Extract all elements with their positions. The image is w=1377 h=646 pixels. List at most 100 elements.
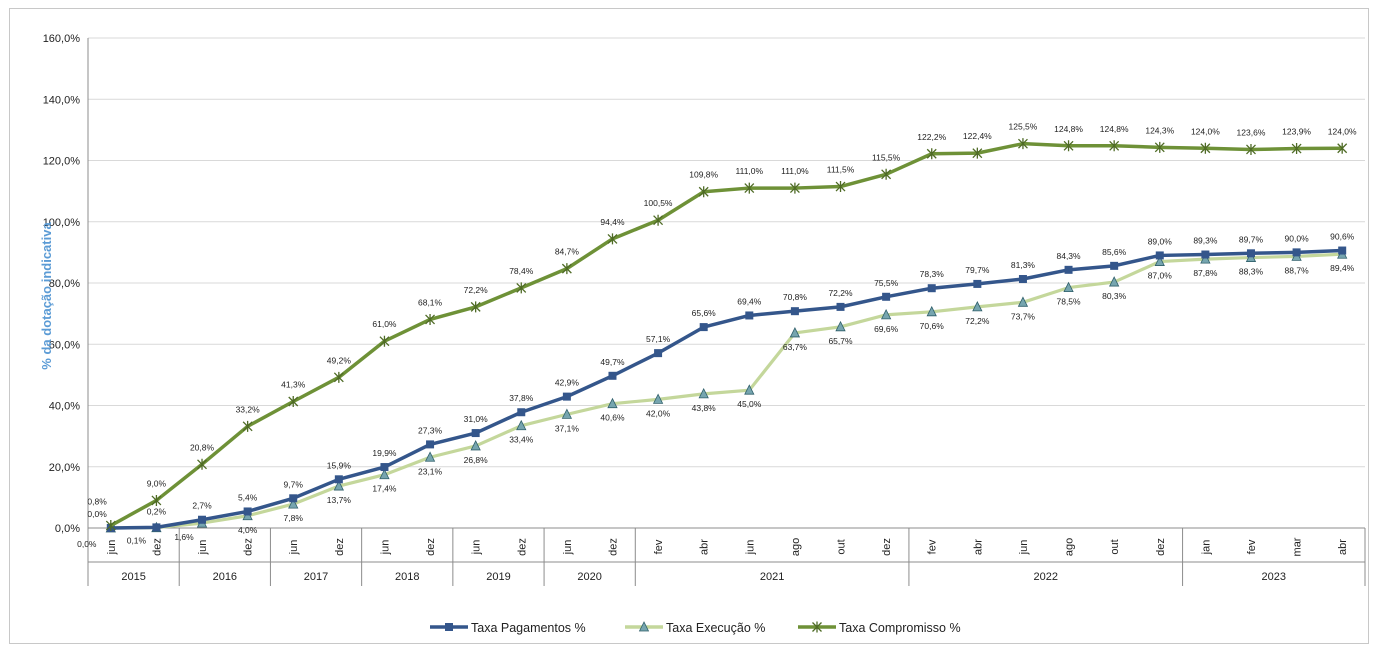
- data-label: 63,7%: [783, 342, 808, 352]
- data-label: 75,5%: [874, 278, 899, 288]
- year-label: 2023: [1262, 571, 1286, 583]
- data-point: [1201, 250, 1210, 259]
- data-label: 26,8%: [464, 455, 489, 465]
- data-point: [652, 393, 664, 404]
- x-tick-label: fev: [1246, 539, 1258, 554]
- data-point: [789, 327, 801, 338]
- data-point: [835, 320, 846, 332]
- x-tick-label: out: [1109, 539, 1121, 554]
- data-label: 90,6%: [1330, 232, 1355, 242]
- year-label: 2021: [760, 571, 784, 583]
- data-point: [1154, 255, 1165, 266]
- data-label: 27,3%: [418, 425, 443, 435]
- data-label: 7,8%: [284, 513, 304, 523]
- data-point: [926, 305, 937, 317]
- x-tick-label: abr: [972, 539, 984, 555]
- data-point: [425, 313, 436, 325]
- data-label: 33,4%: [509, 435, 534, 445]
- data-label: 72,2%: [464, 285, 489, 295]
- y-tick-label: 160,0%: [43, 33, 81, 45]
- x-tick-label: ago: [790, 538, 802, 556]
- data-label: 124,0%: [1328, 126, 1357, 136]
- data-label: 88,3%: [1239, 267, 1264, 277]
- legend-marker: [812, 621, 822, 633]
- legend-label: Taxa Pagamentos %: [471, 621, 586, 635]
- legend-label: Taxa Execução %: [666, 621, 765, 635]
- data-point: [926, 148, 937, 160]
- data-point: [1017, 138, 1028, 150]
- data-label: 111,5%: [827, 165, 855, 175]
- data-point: [1110, 261, 1119, 270]
- series-line: [110, 248, 1343, 530]
- data-label: 41,3%: [281, 380, 306, 390]
- data-point: [1063, 281, 1074, 292]
- x-tick-label: abr: [1337, 539, 1349, 555]
- data-point: [334, 475, 343, 484]
- data-point: [471, 429, 480, 438]
- data-label: 23,1%: [418, 466, 443, 476]
- data-label: 124,8%: [1100, 124, 1129, 134]
- data-point: [1018, 275, 1027, 284]
- data-point: [1246, 249, 1255, 258]
- data-point: [653, 214, 664, 226]
- data-point: [151, 494, 162, 506]
- data-label: 4,0%: [238, 525, 258, 535]
- data-point: [836, 302, 845, 311]
- y-tick-label: 140,0%: [43, 94, 81, 106]
- data-label: 40,6%: [600, 413, 625, 423]
- series-1: [105, 248, 1348, 533]
- data-label: 70,8%: [783, 292, 808, 302]
- data-point: [333, 371, 344, 383]
- data-label: 124,8%: [1054, 124, 1083, 134]
- data-point: [1155, 251, 1164, 260]
- data-point: [1337, 142, 1348, 154]
- data-point: [607, 397, 618, 409]
- data-point: [835, 181, 846, 193]
- data-point: [1154, 141, 1165, 153]
- series-0: [106, 246, 1347, 532]
- data-point: [288, 498, 299, 509]
- x-tick-label: dez: [881, 538, 893, 556]
- data-label: 123,9%: [1282, 127, 1311, 137]
- legend-marker: [638, 621, 650, 632]
- year-label: 2016: [213, 571, 237, 583]
- data-label: 111,0%: [781, 166, 809, 176]
- data-label: 72,2%: [828, 288, 853, 298]
- data-label: 111,0%: [736, 166, 764, 176]
- data-point: [1291, 143, 1302, 155]
- year-label: 2017: [304, 571, 328, 583]
- data-point: [289, 494, 298, 503]
- data-label: 68,1%: [418, 297, 443, 307]
- data-point: [379, 335, 390, 347]
- x-tick-label: out: [836, 539, 848, 554]
- x-tick-label: dez: [607, 538, 619, 556]
- data-label: 13,7%: [327, 495, 352, 505]
- data-label: 90,0%: [1285, 233, 1310, 243]
- data-label: 78,3%: [920, 269, 945, 279]
- data-point: [561, 263, 572, 275]
- data-labels: 0,0% 0,2% 2,7% 5,4% 9,7% 15,9% 19,9% 27,3% 31,0%…: [77, 122, 1357, 549]
- data-label: 15,9%: [327, 460, 352, 470]
- data-label: 122,2%: [917, 132, 946, 142]
- data-point: [152, 523, 161, 532]
- y-tick-label: 120,0%: [43, 156, 81, 168]
- data-label: 79,7%: [965, 265, 990, 275]
- data-label: 9,7%: [284, 479, 304, 489]
- data-point: [745, 311, 754, 320]
- series-line: [110, 252, 1343, 530]
- data-label: 124,3%: [1145, 125, 1174, 135]
- data-point: [744, 182, 755, 194]
- x-tick-label: abr: [699, 539, 711, 555]
- data-label: 88,7%: [1285, 265, 1310, 275]
- data-point: [1292, 248, 1301, 257]
- data-label: 49,7%: [600, 357, 625, 367]
- data-point: [789, 182, 800, 194]
- y-tick-label: 0,0%: [55, 523, 80, 535]
- x-tick-label: dez: [1155, 538, 1167, 556]
- data-label: 124,0%: [1191, 126, 1220, 136]
- x-tick-label: jun: [744, 540, 756, 556]
- series-lines: [105, 138, 1348, 533]
- data-label: 0,1%: [127, 536, 147, 546]
- data-point: [242, 420, 253, 432]
